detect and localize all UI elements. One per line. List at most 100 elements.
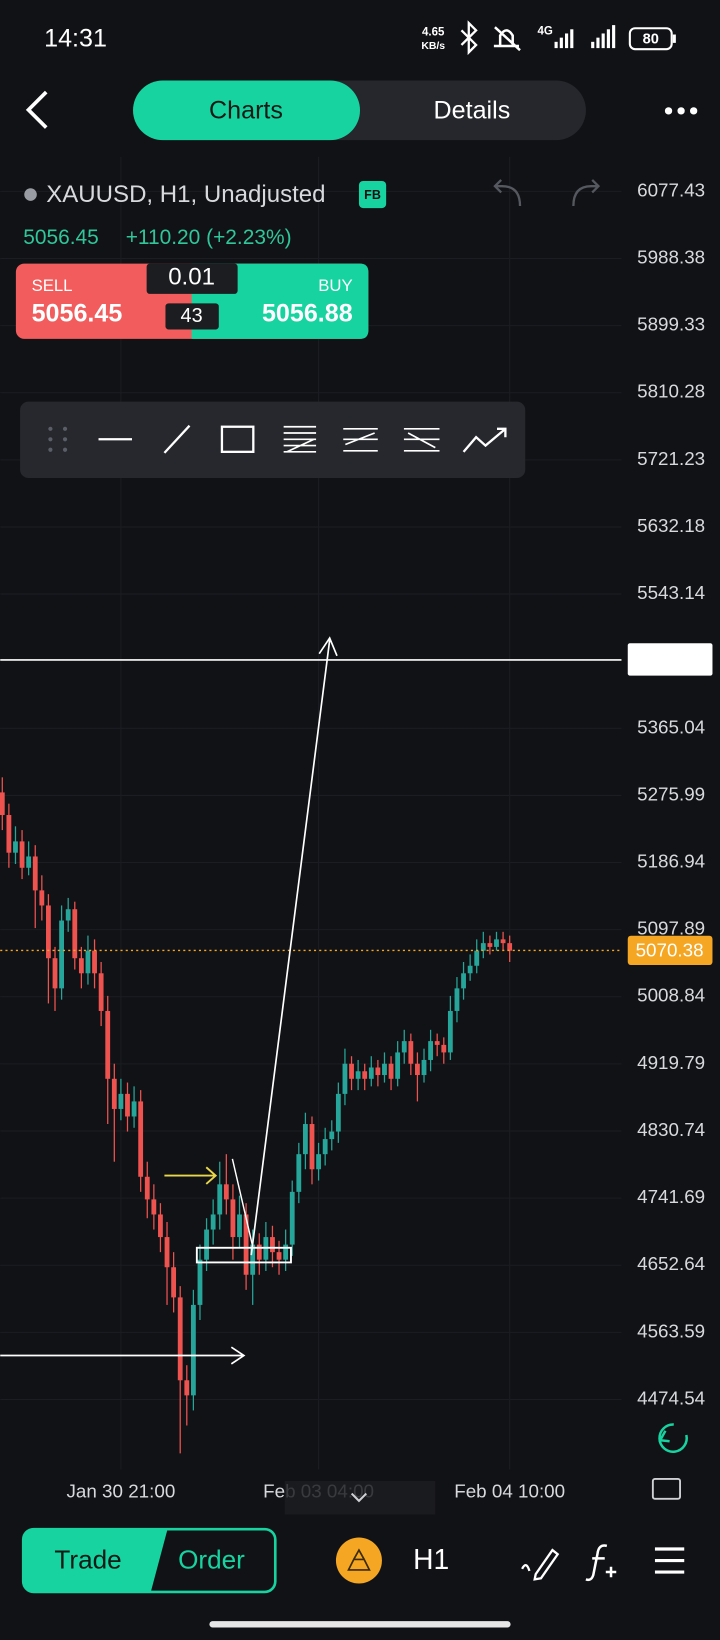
- order-button[interactable]: Order: [178, 1544, 245, 1574]
- current-price-label: 5070.38: [636, 939, 704, 960]
- drawn-arrow-low[interactable]: [0, 1346, 246, 1365]
- candle-body: [92, 950, 97, 974]
- tool-pitchfork[interactable]: [403, 427, 440, 452]
- tab-active[interactable]: [133, 80, 360, 141]
- trade-button-bg[interactable]: [23, 1529, 168, 1592]
- tool-fib[interactable]: [283, 425, 317, 453]
- candle-body: [138, 1101, 144, 1177]
- lots[interactable]: 0.01: [168, 264, 215, 291]
- net-unit: KB/s: [421, 41, 445, 52]
- candle-body: [461, 973, 466, 989]
- candle-body: [197, 1259, 203, 1305]
- signal-icon: [554, 25, 616, 49]
- candle-body: [500, 939, 506, 944]
- status-dot: [24, 188, 37, 201]
- y-tick-label: 5810.28: [637, 381, 705, 402]
- candle-body: [270, 1237, 275, 1253]
- y-tick-label: 4830.74: [637, 1119, 705, 1140]
- candle-body: [131, 1101, 137, 1117]
- candle-body: [421, 1059, 427, 1076]
- reset-button[interactable]: [658, 1423, 688, 1453]
- candle-body: [382, 1063, 387, 1076]
- price-change: +110.20 (+2.23%): [126, 226, 292, 249]
- candle-body: [184, 1380, 190, 1396]
- candle-body: [65, 909, 71, 921]
- y-tick-label: 4474.54: [637, 1387, 705, 1408]
- sell-label: SELL: [32, 276, 73, 295]
- x-tick-label: Feb 04 10:00: [454, 1480, 565, 1501]
- drawn-yellow-arrow[interactable]: [164, 1166, 218, 1185]
- spread: 43: [181, 305, 203, 327]
- candle-body: [362, 1071, 368, 1079]
- candle-body: [283, 1244, 289, 1260]
- undo-button[interactable]: [493, 179, 522, 207]
- draw-button[interactable]: [521, 1548, 560, 1581]
- symbol-name[interactable]: XAUUSD, H1, Unadjusted: [46, 181, 325, 208]
- candle-body: [342, 1063, 348, 1094]
- candle-body: [329, 1131, 335, 1140]
- toolbar-handle[interactable]: [48, 426, 68, 452]
- y-tick-label: 5632.18: [637, 515, 705, 536]
- back-button[interactable]: [25, 90, 48, 129]
- candle-body: [98, 973, 104, 1011]
- tab-details[interactable]: Details: [434, 97, 511, 125]
- trade-button[interactable]: Trade: [54, 1544, 121, 1574]
- symbol-icon[interactable]: [335, 1537, 382, 1584]
- battery-icon: [628, 27, 673, 51]
- redo-button[interactable]: [572, 179, 601, 207]
- timeframe-button[interactable]: H1: [413, 1543, 449, 1575]
- candle-body: [111, 1078, 117, 1109]
- y-tick-label: 5899.33: [637, 314, 705, 335]
- candle-body: [210, 1214, 216, 1230]
- candle-body: [296, 1154, 302, 1192]
- candle-body: [467, 965, 473, 974]
- collapse-chevron[interactable]: [350, 1492, 368, 1503]
- candle-body: [375, 1067, 381, 1076]
- tool-rectangle[interactable]: [220, 425, 255, 453]
- candle-body: [480, 943, 486, 951]
- y-tick-label: 5008.84: [637, 985, 705, 1006]
- tool-channel[interactable]: [343, 427, 378, 452]
- y-tick-label: 5186.94: [637, 851, 705, 872]
- candle-body: [158, 1214, 163, 1238]
- candle-body: [164, 1237, 170, 1268]
- x-tick-label: Jan 30 21:00: [67, 1480, 176, 1501]
- candle-body: [52, 958, 58, 989]
- drawn-rect[interactable]: [195, 1246, 292, 1264]
- candle-body: [507, 943, 513, 951]
- tab-charts[interactable]: Charts: [209, 97, 283, 125]
- candle-body: [171, 1267, 177, 1298]
- tool-pattern[interactable]: [462, 427, 507, 453]
- tool-trendline[interactable]: [163, 424, 191, 454]
- candle-body: [13, 841, 18, 853]
- candle-body: [243, 1214, 249, 1275]
- candle-body: [151, 1199, 157, 1215]
- candle-body: [32, 856, 38, 891]
- fullscreen-button[interactable]: [651, 1477, 681, 1500]
- y-tick-label: 4741.69: [637, 1186, 705, 1207]
- lots-box[interactable]: [146, 263, 238, 294]
- menu-button[interactable]: [654, 1547, 685, 1574]
- drawn-arrow[interactable]: [250, 636, 338, 1256]
- candle-body: [322, 1139, 328, 1155]
- candle-body: [237, 1214, 242, 1238]
- candle-body: [250, 1244, 256, 1275]
- candle-body: [302, 1124, 308, 1155]
- more-menu[interactable]: [664, 107, 698, 115]
- candle-body: [368, 1067, 374, 1079]
- drawn-line[interactable]: [231, 1158, 253, 1245]
- indicator-button[interactable]: [585, 1544, 617, 1582]
- y-tick-label: 4563.59: [637, 1320, 705, 1341]
- y-tick-label: 6077.43: [637, 179, 705, 200]
- collapse-tab[interactable]: [284, 1481, 436, 1515]
- candle-body: [415, 1063, 420, 1076]
- y-tick-label: 4652.64: [637, 1253, 705, 1274]
- candle-body: [39, 890, 45, 906]
- y-tick-label: 4919.79: [637, 1052, 705, 1073]
- candle-body: [309, 1124, 315, 1170]
- spread-box: [165, 303, 219, 330]
- candle-body: [355, 1071, 361, 1079]
